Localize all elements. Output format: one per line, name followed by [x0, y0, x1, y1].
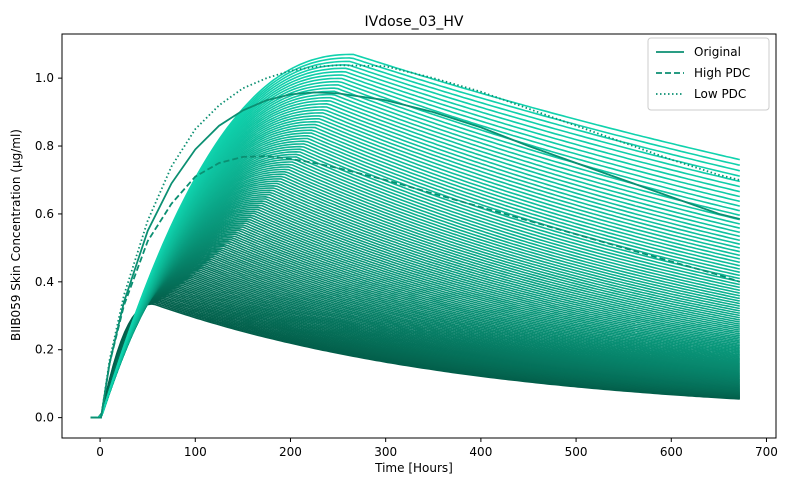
- x-tick-label: 600: [660, 445, 683, 459]
- y-tick-label: 0.2: [35, 343, 54, 357]
- x-axis: 0 100 200 300 400 500 600 700: [96, 438, 778, 459]
- y-tick-label: 1.0: [35, 71, 54, 85]
- band-line: [90, 277, 740, 419]
- band-line: [90, 235, 740, 419]
- band-line: [90, 233, 740, 419]
- band-line: [90, 259, 740, 419]
- y-tick-label: 0.8: [35, 139, 54, 153]
- band-layer: [90, 53, 741, 419]
- band-line: [90, 255, 740, 419]
- legend: Original High PDC Low PDC: [647, 37, 770, 111]
- x-tick-label: 200: [279, 445, 302, 459]
- legend-label: Low PDC: [694, 87, 746, 101]
- y-axis-label: BIIB059 Skin Concentration (µg/ml): [9, 129, 23, 341]
- band-line: [90, 240, 740, 419]
- x-tick-label: 700: [755, 445, 778, 459]
- band-line: [90, 256, 740, 419]
- band-line: [90, 262, 740, 419]
- series-line-2: [90, 64, 741, 419]
- band-line: [90, 248, 740, 419]
- plot-frame: [61, 33, 777, 439]
- x-tick-label: 0: [96, 445, 104, 459]
- band-line: [90, 231, 740, 419]
- band-line: [90, 236, 740, 419]
- band-line: [90, 270, 740, 419]
- band-line: [90, 271, 740, 419]
- series-layer: [90, 64, 741, 419]
- x-tick-label: 400: [469, 445, 492, 459]
- band-line: [90, 258, 740, 419]
- band-line: [90, 265, 740, 419]
- band-line: [90, 227, 740, 419]
- legend-label: Original: [694, 45, 741, 59]
- series-line-1: [90, 155, 741, 419]
- band-line: [90, 247, 740, 419]
- x-tick-label: 500: [565, 445, 588, 459]
- band-line: [90, 264, 740, 419]
- band-line: [90, 274, 740, 419]
- band-line: [90, 268, 740, 419]
- x-tick-label: 300: [374, 445, 397, 459]
- band-line: [90, 253, 740, 419]
- band-line: [90, 243, 740, 419]
- band-line: [90, 245, 740, 419]
- band-line: [90, 238, 740, 419]
- y-tick-label: 0.4: [35, 275, 54, 289]
- band-line: [90, 261, 740, 419]
- x-axis-label: Time [Hours]: [374, 461, 453, 475]
- band-line: [90, 250, 740, 419]
- band-line: [90, 251, 740, 419]
- y-tick-label: 0.0: [35, 411, 54, 425]
- legend-box: [647, 37, 770, 111]
- series-line-0: [90, 91, 741, 419]
- chart-title: IVdose_03_HV: [365, 14, 464, 30]
- band-line: [90, 267, 740, 419]
- band-line: [90, 273, 740, 419]
- band-line: [90, 242, 740, 419]
- band-line: [90, 275, 740, 419]
- x-tick-label: 100: [184, 445, 207, 459]
- legend-label: High PDC: [694, 66, 750, 80]
- y-axis: 0.0 0.2 0.4 0.6 0.8 1.0: [35, 71, 62, 425]
- y-tick-label: 0.6: [35, 207, 54, 221]
